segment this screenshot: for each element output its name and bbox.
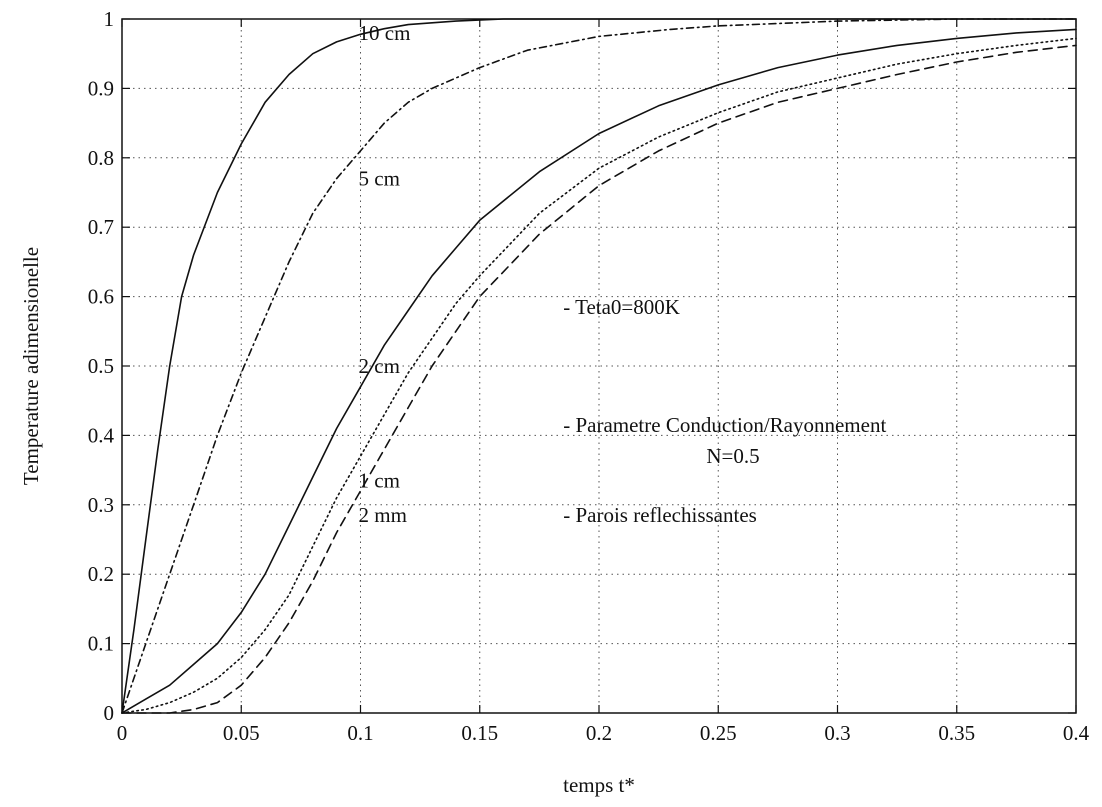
y-tick-label: 0.1 bbox=[88, 632, 114, 656]
y-tick-label: 0 bbox=[104, 701, 115, 725]
series-line-1 bbox=[121, 18, 1077, 714]
annotations: - Teta0=800K - Parametre Conduction/Rayon… bbox=[563, 295, 886, 527]
series-line-4 bbox=[121, 44, 1077, 714]
annotation-text: N=0.5 bbox=[706, 444, 759, 468]
annotation-text: - Parametre Conduction/Rayonnement bbox=[563, 413, 886, 437]
grid bbox=[122, 19, 1076, 713]
y-tick-label: 0.2 bbox=[88, 562, 114, 586]
curve-label: 1 cm bbox=[359, 469, 400, 493]
curve-label: 10 cm bbox=[359, 21, 411, 45]
y-tick-label: 0.3 bbox=[88, 493, 114, 517]
y-axis-title: Temperature adimensionelle bbox=[19, 247, 43, 485]
x-tick-label: 0.35 bbox=[938, 721, 975, 745]
x-tick-label: 0.25 bbox=[700, 721, 737, 745]
x-axis-title: temps t* bbox=[563, 773, 635, 797]
annotation-text: - Teta0=800K bbox=[563, 295, 680, 319]
axis-ticks: 0 0.05 0.1 0.15 0.2 0.25 0.3 0.35 0.4 0 0.1 0.2 0.3 0… bbox=[88, 7, 1090, 745]
series-line-0 bbox=[121, 18, 1077, 714]
x-tick-label: 0.15 bbox=[461, 721, 498, 745]
series-lines bbox=[121, 18, 1077, 714]
curve-label: 2 mm bbox=[359, 503, 407, 527]
y-tick-label: 0.4 bbox=[88, 423, 115, 447]
x-tick-label: 0.1 bbox=[347, 721, 373, 745]
y-tick-label: 0.7 bbox=[88, 215, 114, 239]
curve-label: 2 cm bbox=[359, 354, 400, 378]
y-tick-label: 0.9 bbox=[88, 76, 114, 100]
x-tick-label: 0.05 bbox=[223, 721, 260, 745]
curve-label: 5 cm bbox=[359, 167, 400, 191]
x-tick-label: 0 bbox=[117, 721, 128, 745]
x-tick-label: 0.4 bbox=[1063, 721, 1090, 745]
y-tick-label: 1 bbox=[104, 7, 115, 31]
y-tick-label: 0.8 bbox=[88, 146, 114, 170]
y-tick-label: 0.5 bbox=[88, 354, 114, 378]
x-tick-label: 0.3 bbox=[824, 721, 850, 745]
curve-labels: 10 cm 5 cm 2 cm 1 cm 2 mm bbox=[359, 21, 411, 527]
series-line-2 bbox=[121, 28, 1077, 714]
series-line-3 bbox=[121, 37, 1077, 714]
x-tick-label: 0.2 bbox=[586, 721, 612, 745]
annotation-text: - Parois reflechissantes bbox=[563, 503, 757, 527]
y-tick-label: 0.6 bbox=[88, 285, 114, 309]
